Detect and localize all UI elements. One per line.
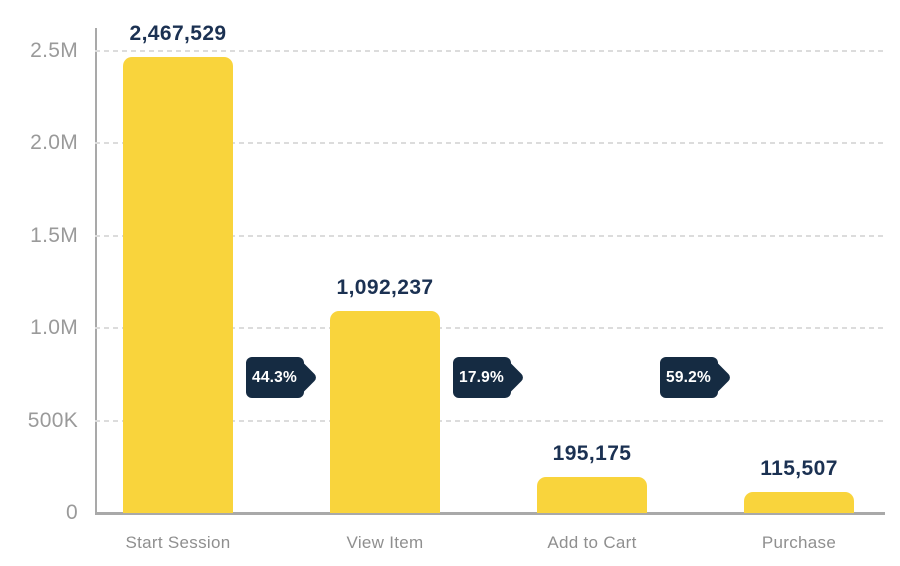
gridline	[95, 142, 885, 144]
x-category-label: Purchase	[761, 533, 837, 552]
y-tick-label: 500K	[27, 408, 78, 432]
funnel-bar[interactable]	[123, 56, 233, 513]
badge-label-wrap: 59.2%	[660, 357, 718, 398]
gridline	[95, 327, 885, 329]
bar-value-label: 195,175	[552, 441, 632, 465]
x-category-label: View Item	[346, 533, 424, 552]
y-axis-line	[95, 28, 97, 515]
bar-value-label: 1,092,237	[336, 275, 434, 299]
funnel-bar[interactable]	[537, 476, 647, 513]
gridline	[95, 49, 885, 52]
funnel-bar[interactable]	[330, 310, 440, 513]
y-tick-label: 2.0M	[30, 131, 78, 154]
conversion-rate-badge: 59.2%	[659, 356, 732, 399]
y-tick-label: 0	[66, 501, 78, 524]
x-category-label: Add to Cart	[547, 533, 637, 552]
x-axis-baseline	[95, 512, 885, 515]
bar-value-label: 2,467,529	[129, 21, 227, 45]
conversion-rate-text: 44.3%	[252, 369, 297, 386]
conversion-rate-text: 59.2%	[666, 369, 711, 386]
x-category-label: Start Session	[125, 533, 231, 552]
funnel-bar[interactable]	[744, 491, 854, 513]
badge-label-wrap: 44.3%	[246, 357, 304, 398]
bar-value-label: 115,507	[760, 456, 838, 480]
y-tick-label: 1.5M	[30, 223, 78, 247]
y-tick-label: 2.5M	[30, 38, 78, 62]
gridline	[95, 419, 885, 422]
conversion-rate-text: 17.9%	[459, 369, 504, 386]
conversion-rate-badge: 44.3%	[245, 356, 318, 399]
badge-label-wrap: 17.9%	[453, 357, 511, 398]
y-tick-label: 1.0M	[30, 316, 78, 339]
gridline	[95, 234, 885, 237]
conversion-rate-badge: 17.9%	[452, 356, 525, 399]
